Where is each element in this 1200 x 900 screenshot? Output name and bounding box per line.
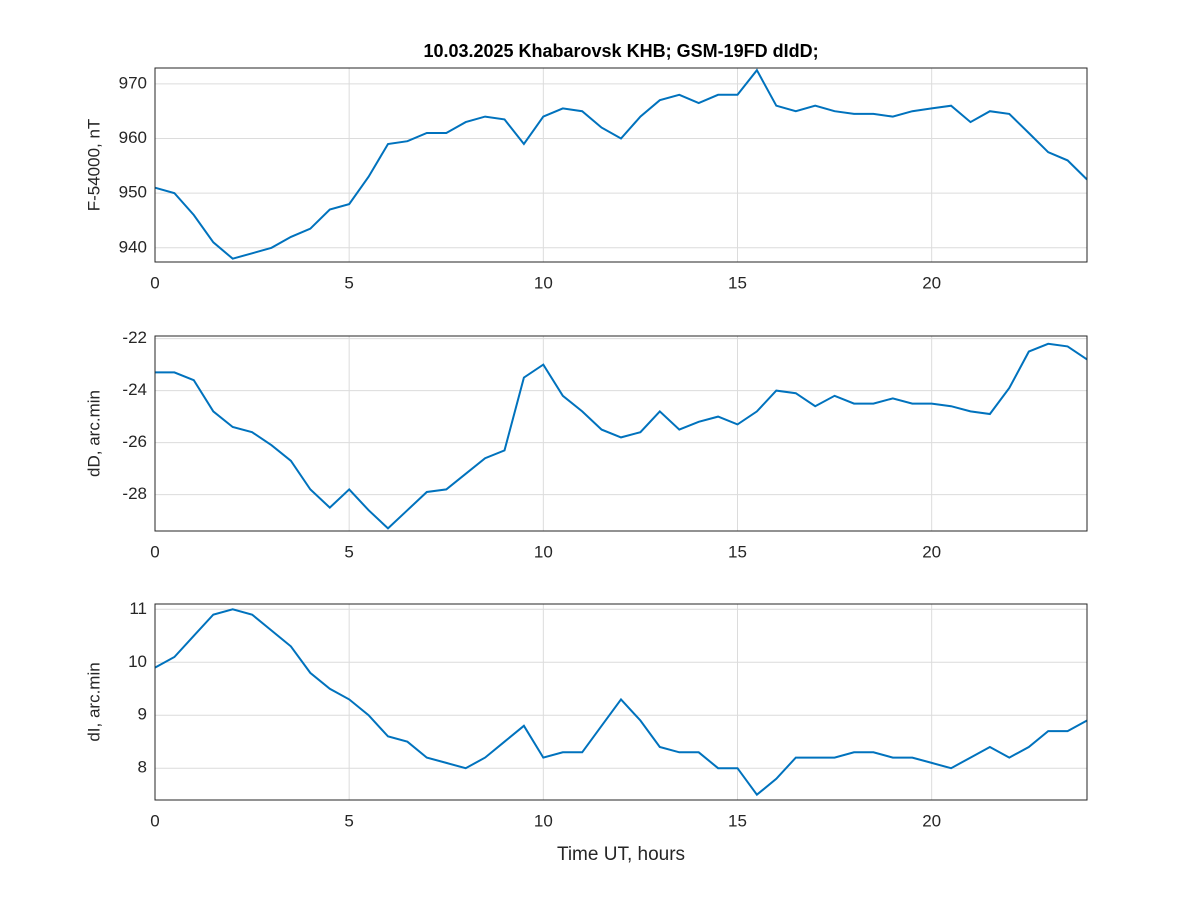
data-line <box>155 342 1088 530</box>
axes-box <box>154 335 1088 532</box>
plot-area <box>155 336 1087 531</box>
x-tick-label: 15 <box>728 811 747 830</box>
x-tick-label: 0 <box>150 542 159 561</box>
chart-title: 10.03.2025 Khabarovsk KHB; GSM-19FD dIdD… <box>423 41 818 61</box>
plot-area <box>155 604 1087 800</box>
y-tick-label: 10 <box>128 652 147 671</box>
y-axis-label: dI, arc.min <box>84 662 103 741</box>
y-axis-label: dD, arc.min <box>84 390 103 477</box>
x-tick-label: 20 <box>922 273 941 292</box>
y-tick-label: 11 <box>129 599 147 618</box>
axes-box <box>154 67 1088 263</box>
x-tick-label: 0 <box>150 811 159 830</box>
data-line <box>154 68 1088 260</box>
x-axis-label: Time UT, hours <box>557 844 685 865</box>
y-tick-label: 970 <box>119 73 147 92</box>
x-tick-label: 15 <box>728 542 747 561</box>
y-tick-label: -24 <box>122 380 147 399</box>
y-tick-label: 950 <box>119 183 147 202</box>
x-tick-label: 10 <box>534 542 553 561</box>
axes-box <box>154 603 1088 801</box>
x-tick-label: 20 <box>922 542 941 561</box>
y-tick-label: -22 <box>122 328 147 347</box>
y-tick-label: 9 <box>138 705 147 724</box>
data-line <box>154 608 1088 797</box>
x-tick-label: 10 <box>534 811 553 830</box>
x-tick-label: 5 <box>344 273 353 292</box>
x-tick-label: 5 <box>344 811 353 830</box>
y-tick-label: -26 <box>122 432 147 451</box>
x-tick-label: 20 <box>922 811 941 830</box>
y-tick-label: -28 <box>122 484 147 503</box>
x-tick-label: 10 <box>534 273 553 292</box>
y-tick-label: 960 <box>119 128 147 147</box>
x-tick-label: 15 <box>728 273 747 292</box>
y-tick-label: 8 <box>138 758 147 777</box>
x-tick-label: 0 <box>150 273 159 292</box>
x-tick-label: 5 <box>344 542 353 561</box>
y-axis-label: F-54000, nT <box>84 119 103 212</box>
plot-area <box>155 68 1087 262</box>
y-tick-label: 940 <box>119 237 147 256</box>
